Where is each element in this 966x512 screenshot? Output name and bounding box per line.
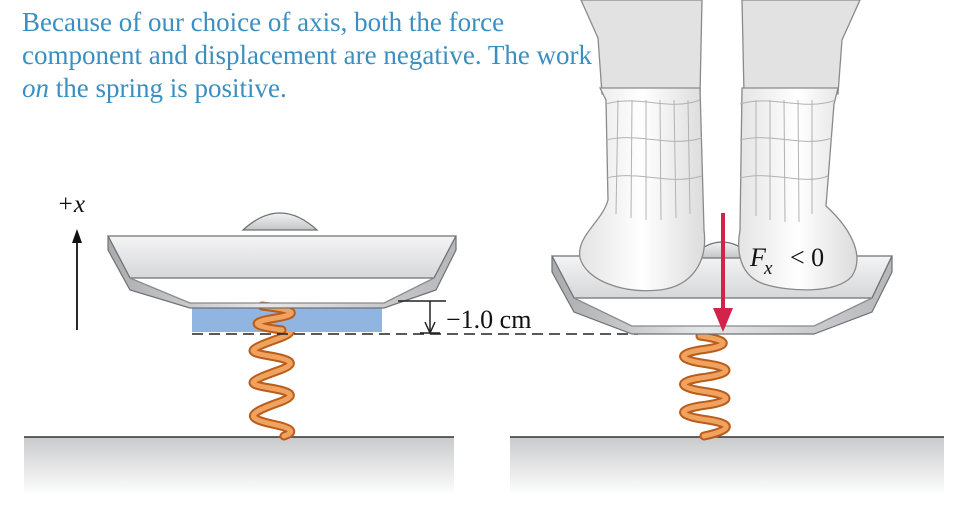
floor-left	[24, 437, 454, 495]
floor-right	[510, 437, 944, 495]
force-relation: < 0	[790, 243, 824, 272]
left-sock	[580, 88, 705, 291]
positive-x-axis-arrow	[72, 229, 82, 330]
left-platform	[108, 213, 456, 308]
displacement-label: −1.0 cm	[446, 305, 531, 334]
force-subscript: x	[763, 258, 773, 279]
right-spring	[684, 336, 727, 436]
axis-label: +x	[57, 191, 85, 218]
displacement-marker	[398, 301, 446, 333]
legs	[581, 0, 860, 94]
